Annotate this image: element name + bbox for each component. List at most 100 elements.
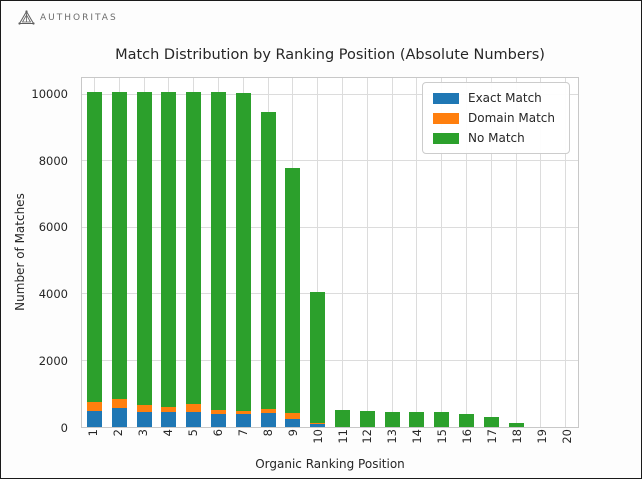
authoritas-brand: AUTHORITAS [18,10,118,25]
bar-segment-exact-match [86,411,102,427]
bar-segment-domain-match [136,405,152,412]
bar-segment-no-match [111,91,127,400]
bar-segment-no-match [483,417,499,427]
bar-segment-exact-match [310,424,326,427]
v-gridline [515,78,517,427]
stacked-bar-position-10 [310,292,326,427]
stacked-bar-position-12 [359,410,375,427]
bar-segment-domain-match [285,413,301,419]
legend-swatch [433,92,459,104]
x-tick-cell: 10 [305,429,330,456]
x-tick-label: 15 [435,429,450,444]
stacked-bar-position-18 [508,423,524,427]
bar-segment-domain-match [210,410,226,414]
y-tick-label: 10000 [31,86,68,101]
h-gridline [82,160,578,162]
x-tick-cell: 18 [504,429,529,456]
bar-segment-no-match [161,91,177,408]
stacked-bar-position-17 [483,417,499,427]
x-tick-cell: 13 [380,429,405,456]
h-gridline [82,293,578,295]
v-gridline [341,78,343,427]
x-tick-cell: 9 [280,429,305,456]
legend-item-domain-match: Domain Match [433,111,555,125]
bar-segment-exact-match [285,419,301,427]
h-gridline [82,226,578,228]
x-tick-label: 20 [559,429,574,444]
x-tick-cell: 1 [81,429,106,456]
stacked-bar-position-16 [458,414,474,427]
x-tick-cell: 7 [230,429,255,456]
stacked-bar-position-4 [161,91,177,427]
x-tick-cell: 16 [455,429,480,456]
v-gridline [441,78,443,427]
bar-segment-no-match [210,91,226,411]
y-tick-label: 4000 [38,287,68,302]
x-tick-label: 9 [285,429,300,437]
legend-label: No Match [468,131,525,145]
x-tick-cell: 20 [554,429,579,456]
bar-segment-domain-match [86,401,102,412]
x-tick-cell: 17 [480,429,505,456]
h-gridline [82,93,578,95]
bar-segment-no-match [235,93,251,412]
bar-segment-domain-match [260,408,276,413]
y-tick-label: 2000 [38,354,68,369]
x-tick-label: 12 [360,429,375,444]
stacked-bar-position-6 [210,91,226,427]
v-gridline [391,78,393,427]
bar-segment-no-match [409,412,425,427]
x-tick-cell: 6 [206,429,231,456]
bar-segment-no-match [260,112,276,409]
bar-segment-exact-match [260,412,276,427]
legend-item-exact-match: Exact Match [433,91,555,105]
stacked-bar-position-2 [111,91,127,427]
x-tick-label: 17 [484,429,499,444]
bar-segment-domain-match [161,407,177,412]
legend-item-no-match: No Match [433,131,555,145]
x-tick-label: 5 [186,429,201,437]
x-tick-cell: 8 [255,429,280,456]
x-axis-ticks: 1 2 3 4 5 6 7 8 9 10 11 12 13 14 15 16 17 18 19 20 [81,429,579,456]
chart-title: Match Distribution by Ranking Position (… [115,47,545,63]
bar-segment-domain-match [310,423,326,425]
bar-segment-exact-match [161,411,177,427]
stacked-bar-position-5 [186,91,202,427]
bar-segment-exact-match [111,407,127,427]
x-tick-cell: 12 [355,429,380,456]
bar-segment-no-match [334,410,350,427]
bar-segment-no-match [86,91,102,402]
v-gridline [540,78,542,427]
v-gridline [416,78,418,427]
stacked-bar-position-15 [434,412,450,427]
x-tick-label: 6 [210,429,225,437]
stacked-bar-position-13 [384,411,400,427]
h-gridline [82,359,578,361]
stacked-bar-position-9 [285,167,301,427]
x-tick-cell: 11 [330,429,355,456]
x-tick-cell: 4 [156,429,181,456]
stacked-bar-position-7 [235,93,251,427]
bar-segment-domain-match [111,399,127,408]
bar-segment-no-match [458,414,474,427]
bar-segment-exact-match [136,411,152,427]
x-tick-cell: 19 [529,429,554,456]
x-tick-cell: 3 [131,429,156,456]
stacked-bar-position-11 [334,410,350,427]
stacked-bar-position-3 [136,91,152,427]
v-gridline [490,78,492,427]
v-gridline [465,78,467,427]
x-tick-cell: 15 [430,429,455,456]
stacked-bar-position-8 [260,112,276,427]
plot-area: Exact Match Domain Match No Match [81,77,579,428]
bar-segment-no-match [359,410,375,427]
stacked-bar-position-14 [409,412,425,427]
x-tick-label: 2 [111,429,126,437]
x-tick-label: 1 [86,429,101,437]
legend-label: Domain Match [468,111,555,125]
stacked-bar-position-1 [86,91,102,427]
legend: Exact Match Domain Match No Match [422,82,570,154]
x-tick-label: 16 [460,429,475,444]
x-tick-label: 13 [385,429,400,444]
